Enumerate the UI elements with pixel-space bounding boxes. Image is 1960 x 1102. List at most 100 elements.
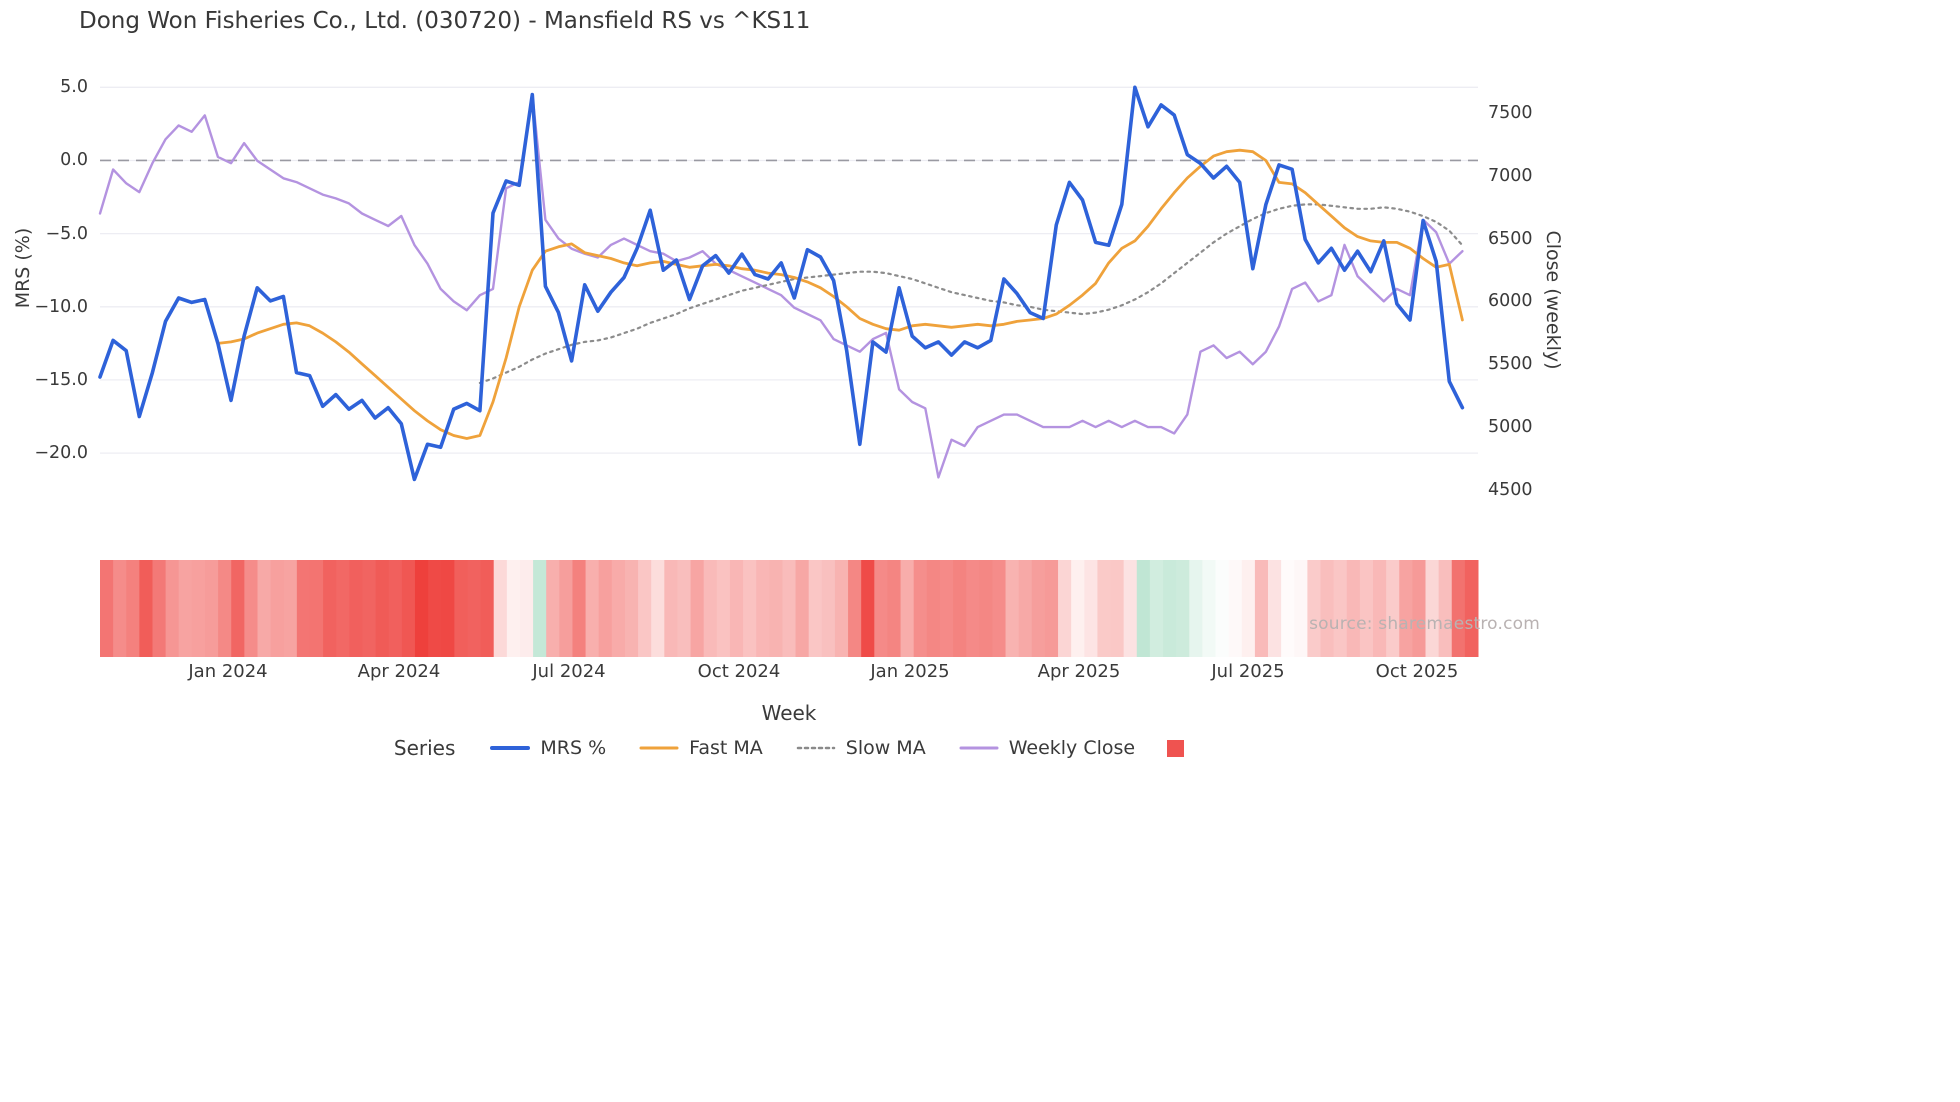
heatmap-cell (506, 560, 521, 657)
heatmap-cell (1044, 560, 1059, 657)
x-tick: Apr 2025 (1037, 661, 1121, 682)
y-tick-right: 7000 (1488, 166, 1533, 186)
heatmap-cell (165, 560, 180, 657)
heatmap-cell (493, 560, 508, 657)
heatmap-cell (126, 560, 140, 657)
heatmap-cell (1373, 560, 1387, 657)
heatmap-cell (900, 560, 915, 657)
heatmap-cell (388, 560, 403, 657)
heatmap-cell (939, 560, 954, 657)
heatmap-cell (559, 560, 573, 657)
x-axis-title: Week (761, 701, 817, 725)
heatmap-cell (309, 560, 324, 657)
heatmap-cell (1084, 560, 1098, 657)
heatmap-cell (218, 560, 232, 657)
y-tick-left: −20.0 (34, 443, 88, 463)
heatmap-cell (808, 560, 823, 657)
source-watermark: source: sharemaestro.com (1309, 614, 1540, 634)
heatmap-cell (257, 560, 272, 657)
heatmap-cell (336, 560, 350, 657)
legend-item-fast-ma: Fast MA (638, 737, 763, 759)
heatmap-cell (204, 560, 219, 657)
heatmap-cell (480, 560, 495, 657)
y-tick-left: −15.0 (34, 370, 88, 390)
heatmap-cell (375, 560, 390, 657)
heatmap-cell (651, 560, 665, 657)
x-tick: Jan 2024 (188, 661, 268, 682)
heatmap-cell (782, 560, 797, 657)
heatmap-cell (1071, 560, 1085, 657)
heatmap-cell (834, 560, 849, 657)
legend-item-slow-ma: Slow MA (795, 737, 926, 759)
heatmap-cell (1399, 560, 1413, 657)
heatmap-cell (848, 560, 862, 657)
legend-item-heatmap (1167, 739, 1185, 757)
heatmap-cell (729, 560, 744, 657)
series-line-mrs- (98, 85, 1465, 482)
legend-line-swatch-icon (959, 746, 999, 750)
heatmap-cell (703, 560, 718, 657)
heatmap-cell (178, 560, 193, 657)
x-tick: Apr 2024 (357, 661, 441, 682)
heatmap-cell (716, 560, 731, 657)
legend-line-swatch-icon (796, 746, 836, 750)
x-tick: Jul 2025 (1211, 661, 1285, 682)
x-tick: Jan 2025 (870, 661, 950, 682)
heatmap-cell (821, 560, 836, 657)
heatmap-cell (1136, 560, 1151, 657)
y-tick-right: 6500 (1488, 229, 1533, 249)
heatmap-cell (638, 560, 652, 657)
heatmap-cell (795, 560, 810, 657)
heatmap-cell (624, 560, 639, 657)
y-tick-left: −10.0 (34, 297, 88, 317)
heatmap-cell (874, 560, 888, 657)
heatmap-cell (1386, 560, 1400, 657)
legend-label: Weekly Close (1008, 737, 1136, 759)
heatmap-cell (1438, 560, 1453, 657)
heatmap-cell (1202, 560, 1217, 657)
heatmap-cell (139, 560, 153, 657)
heatmap-cell (926, 560, 941, 657)
heatmap-cell (572, 560, 587, 657)
heatmap-cell (467, 560, 482, 657)
series-line-fast-ma (216, 148, 1464, 440)
heatmap-cell (519, 560, 534, 657)
heatmap-cell (585, 560, 600, 657)
heatmap-cell (1294, 560, 1308, 657)
y-tick-left: 5.0 (60, 77, 88, 97)
heatmap-cell (1005, 560, 1020, 657)
heatmap-cell (244, 560, 258, 657)
heatmap-cell (401, 560, 416, 657)
legend-label: Slow MA (845, 737, 926, 759)
heatmap-cell (1163, 560, 1177, 657)
heatmap-cell (979, 560, 993, 657)
heatmap-cell (598, 560, 613, 657)
y-tick-left: 0.0 (60, 150, 88, 170)
heatmap-cell (191, 560, 206, 657)
legend-label: MRS % (540, 737, 607, 759)
heatmap-cell (743, 560, 757, 657)
heatmap-cell (113, 560, 127, 657)
heatmap-cell (296, 560, 311, 657)
heatmap-cell (861, 560, 875, 657)
heatmap-cell (1149, 560, 1164, 657)
heatmap-cell (1254, 560, 1269, 657)
heatmap-cell (1176, 560, 1190, 657)
heatmap-cell (441, 560, 455, 657)
heatmap-cell (1451, 560, 1466, 657)
x-tick: Jul 2024 (532, 661, 606, 682)
heatmap-cell (362, 560, 377, 657)
legend-line-swatch-icon (639, 746, 679, 750)
heatmap-cell (546, 560, 560, 657)
heatmap-cell (283, 560, 298, 657)
y-tick-right: 6000 (1488, 291, 1533, 311)
heatmap-cell (953, 560, 967, 657)
legend-square-swatch-icon (1167, 739, 1185, 757)
heatmap-cell (1123, 560, 1138, 657)
series-line-weekly-close (98, 92, 1464, 479)
heatmap-cell (428, 560, 442, 657)
y-tick-right: 5000 (1488, 417, 1533, 437)
legend-line-swatch-icon (490, 746, 531, 750)
heatmap-cell (1018, 560, 1033, 657)
